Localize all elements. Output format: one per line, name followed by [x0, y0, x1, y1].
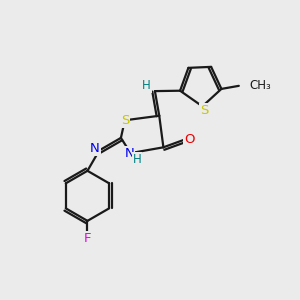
Text: N: N	[124, 147, 134, 160]
Text: N: N	[90, 142, 100, 155]
Text: F: F	[84, 232, 91, 245]
Text: H: H	[142, 79, 151, 92]
Text: H: H	[133, 153, 142, 166]
Text: CH₃: CH₃	[249, 79, 271, 92]
Text: S: S	[200, 104, 208, 117]
Text: O: O	[184, 133, 195, 146]
Text: S: S	[121, 114, 129, 127]
